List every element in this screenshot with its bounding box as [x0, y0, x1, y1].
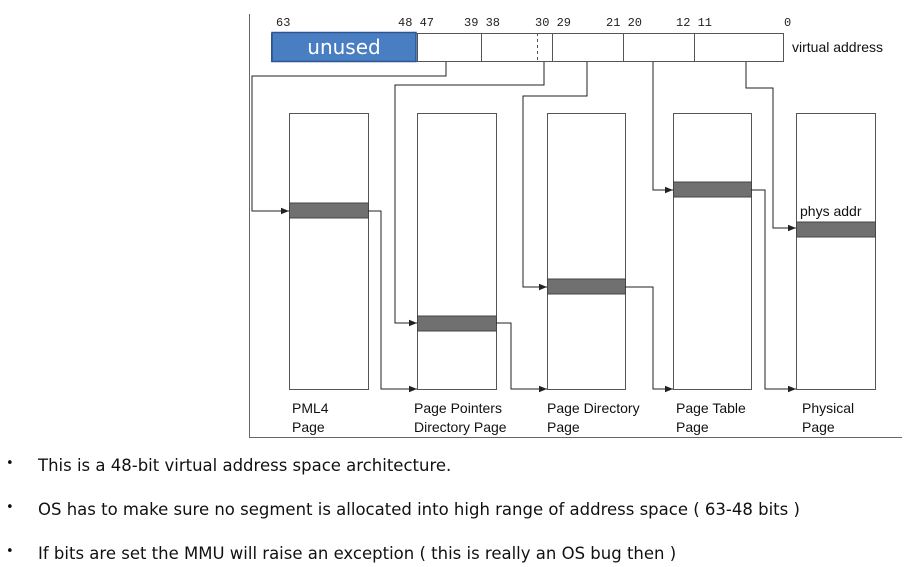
- bit-label-21-20: 21 20: [606, 16, 642, 30]
- pdp-page: [417, 113, 497, 390]
- pml4-caption-line1: PML4: [292, 400, 329, 416]
- bit-label-30-29: 30 29: [535, 16, 571, 30]
- bit-label-48-47: 48 47: [398, 16, 434, 30]
- bullet-dot: •: [6, 544, 14, 559]
- pt-caption-line1: Page Table: [676, 400, 746, 416]
- virtual-address-label: virtual address: [792, 39, 883, 55]
- unused-label: unused: [307, 35, 380, 59]
- bit-label-0: 0: [784, 16, 791, 30]
- bit-label-63: 63: [276, 16, 290, 30]
- bullet-text: OS has to make sure no segment is alloca…: [38, 500, 800, 519]
- bullet-text: If bits are set the MMU will raise an ex…: [38, 544, 677, 563]
- physical-page: [796, 113, 876, 390]
- phys-caption-line1: Physical: [802, 400, 854, 416]
- physical-page-entry: [796, 221, 876, 238]
- bullet-dot: •: [6, 456, 14, 471]
- arrow-pt-index: [652, 62, 673, 194]
- arrow-pml4-to-pdp: [368, 210, 417, 393]
- bullet-text: This is a 48-bit virtual address space a…: [38, 456, 452, 475]
- page-directory-page: [547, 113, 626, 390]
- arrow-pt-to-phys: [751, 189, 796, 393]
- arrow-pml4-index: [251, 62, 447, 215]
- pd-caption-line2: Page: [547, 419, 580, 435]
- pml4-page: [289, 113, 369, 390]
- arrow-pd-index: [522, 62, 588, 291]
- unused-bits-block: [271, 31, 417, 63]
- arrow-offset: [745, 62, 796, 232]
- bit-label-39-38: 39 38: [464, 16, 500, 30]
- pt-caption-line2: Page: [676, 419, 709, 435]
- page-directory-entry: [547, 278, 626, 295]
- arrow-pdp-index: [394, 62, 545, 327]
- page-table-diagram: 63 48 47 39 38 30 29 21 20 12 11 0 unuse…: [249, 14, 902, 438]
- page-table-entry: [673, 181, 752, 198]
- pd-caption-line1: Page Directory: [547, 400, 640, 416]
- pml4-entry: [289, 202, 369, 219]
- phys-caption-line2: Page: [802, 419, 835, 435]
- arrow-pdp-to-pd: [496, 322, 547, 393]
- pdp-caption-line2: Directory Page: [414, 419, 507, 435]
- bit-label-12-11: 12 11: [676, 16, 712, 30]
- pdp-caption-line1: Page Pointers: [414, 400, 502, 416]
- phys-addr-label: phys addr: [800, 203, 862, 219]
- bullet-dot: •: [6, 500, 14, 515]
- pdp-entry: [417, 315, 497, 332]
- arrow-pd-to-pt: [625, 286, 673, 393]
- pml4-caption-line2: Page: [292, 419, 325, 435]
- page-table-page: [673, 113, 752, 390]
